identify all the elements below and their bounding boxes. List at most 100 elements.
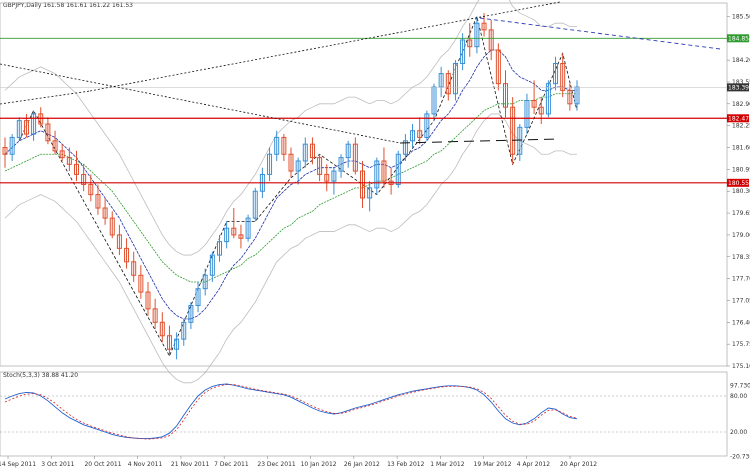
candle xyxy=(224,221,230,249)
candle xyxy=(181,318,187,346)
candle-body xyxy=(360,170,365,199)
trendline-blue xyxy=(479,17,721,50)
candle-body xyxy=(138,274,144,293)
candle xyxy=(52,130,58,155)
stoch-main-line xyxy=(4,383,578,440)
candle xyxy=(395,150,401,188)
candle-body xyxy=(417,130,423,138)
candle xyxy=(560,53,566,98)
candle xyxy=(131,251,137,282)
stoch-signal-line xyxy=(4,384,578,440)
candle-body xyxy=(145,291,151,310)
candle-body xyxy=(553,63,559,85)
candle-body xyxy=(159,321,165,337)
x-tick-label: 3 Oct 2011 xyxy=(41,461,74,468)
candle xyxy=(302,137,308,168)
candle-body xyxy=(66,157,72,165)
ma-blue-line xyxy=(4,49,577,320)
price-panel[interactable]: 185.50 184.85 184.20 183.55 182.90 182.25 181.… xyxy=(0,0,750,384)
candle xyxy=(481,13,487,37)
candle xyxy=(9,134,15,161)
candle-body xyxy=(81,173,87,186)
candle-body xyxy=(495,49,501,85)
candle xyxy=(124,238,130,269)
stoch-tick-label: 80.00 xyxy=(730,393,747,400)
candle xyxy=(102,197,108,225)
candle-body xyxy=(224,227,230,243)
candle-body xyxy=(23,120,29,135)
candle-body xyxy=(331,170,337,182)
candle-body xyxy=(181,321,187,340)
price-tick-label: 178.35 xyxy=(732,254,750,261)
x-tick-label: 26 Jan 2012 xyxy=(344,461,380,468)
horizontal-support-dashed xyxy=(399,138,561,144)
price-tick-label: 175.10 xyxy=(732,363,750,370)
candle-body xyxy=(116,234,122,249)
candle-body xyxy=(102,207,108,219)
candle xyxy=(402,134,408,161)
candle-body xyxy=(402,140,408,155)
candle-body xyxy=(538,106,544,115)
candle xyxy=(317,154,323,182)
candle xyxy=(424,110,430,141)
stoch-frame xyxy=(0,371,728,457)
candle-body xyxy=(2,147,8,155)
candle-body xyxy=(131,261,137,276)
candle xyxy=(66,147,72,172)
candle-body xyxy=(288,153,294,172)
candle xyxy=(452,60,458,101)
candle-body xyxy=(395,153,401,185)
candle xyxy=(152,298,158,330)
candle xyxy=(145,281,151,316)
candle-body xyxy=(174,338,180,350)
candle xyxy=(531,80,537,114)
candle xyxy=(174,332,180,360)
candle xyxy=(59,144,65,161)
stochastic-panel[interactable]: 97.7306 80.00 20.00 -20.7362 14 Sep 2011 3 Oc… xyxy=(0,371,750,468)
x-tick-label: 21 Nov 2011 xyxy=(171,461,210,468)
price-tick-label: 183.55 xyxy=(732,79,750,86)
price-tag-label: 182.47 xyxy=(728,115,749,122)
candle xyxy=(417,117,423,145)
candle-body xyxy=(88,184,94,196)
price-tick-label: 177.05 xyxy=(732,297,750,304)
candle-body xyxy=(38,113,44,125)
candle-body xyxy=(510,106,516,155)
candle-body xyxy=(16,120,22,138)
candle xyxy=(467,23,473,57)
candle xyxy=(345,140,351,168)
candle-body xyxy=(45,123,51,142)
candle xyxy=(217,234,222,262)
candle xyxy=(238,224,244,249)
candle xyxy=(410,124,416,148)
candle-body xyxy=(31,113,37,135)
price-tick-label: 176.40 xyxy=(732,319,750,326)
candle-body xyxy=(281,136,287,155)
candle-body xyxy=(438,73,444,88)
x-tick-label: 13 Feb 2012 xyxy=(387,461,425,468)
candle-body xyxy=(460,39,466,64)
price-tick-label: 181.60 xyxy=(732,145,750,152)
candle xyxy=(231,208,237,239)
candle-body xyxy=(410,130,416,142)
candle-body xyxy=(152,308,158,323)
candle xyxy=(567,83,573,111)
envelope-upper xyxy=(4,0,577,256)
x-tick-label: 19 Mar 2012 xyxy=(474,461,512,468)
candle-body xyxy=(452,63,458,95)
candle-body xyxy=(124,247,130,263)
candle xyxy=(95,184,101,215)
candle-body xyxy=(202,274,208,290)
envelope-lower xyxy=(4,113,577,384)
price-tag-label: 183.39 xyxy=(728,84,749,91)
candle xyxy=(510,97,516,165)
candle xyxy=(374,157,380,195)
price-tick-label: 185.50 xyxy=(732,13,750,20)
candle xyxy=(352,137,358,175)
candle xyxy=(195,281,201,313)
candle-body xyxy=(74,163,79,175)
trendline-black-upper xyxy=(0,90,91,105)
candle xyxy=(295,157,301,185)
